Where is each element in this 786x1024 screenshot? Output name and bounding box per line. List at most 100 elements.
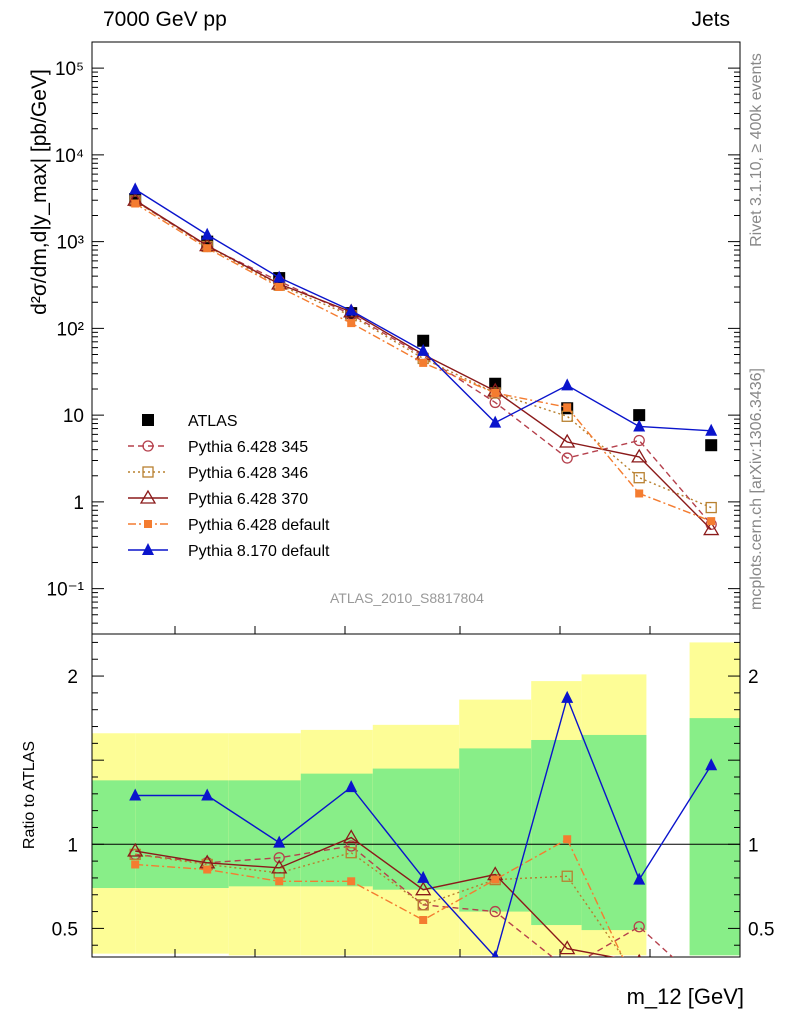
data-point: [273, 270, 286, 283]
ratio-point: [417, 870, 430, 883]
data-point: [635, 489, 644, 498]
ratio-bands: [92, 642, 740, 956]
analysis-watermark: ATLAS_2010_S8817804: [330, 590, 484, 606]
series-line: [134, 188, 712, 432]
ratio-ytick-label-right: 2: [748, 667, 759, 688]
data-point: [417, 334, 430, 347]
ratio-point: [275, 877, 284, 886]
legend-label: Pythia 8.170 default: [188, 543, 330, 560]
ratio-point: [203, 865, 212, 874]
data-point: [345, 303, 358, 316]
ratio-point: [633, 921, 645, 933]
legend-label: Pythia 6.428 346: [188, 465, 308, 482]
y-axis-title: d²σ/dm,d|y_max| [pb/GeV]: [28, 69, 51, 315]
ratio-point: [561, 690, 574, 703]
mcplots-reference-label: mcplots.cern.ch [arXiv:1306.3436]: [748, 368, 765, 610]
ratio-point: [343, 829, 360, 844]
data-point: [419, 358, 428, 367]
ratio-point: [345, 780, 358, 793]
series-line: [134, 202, 712, 522]
ratio-point: [129, 848, 141, 861]
ratio-point: [559, 940, 576, 955]
ratio-series-4: [129, 690, 718, 957]
ratio-ytick-label: 0.5: [52, 919, 78, 940]
ratio-point: [562, 964, 572, 974]
ratio-point: [491, 875, 500, 884]
band-inner-1: [135, 780, 229, 889]
data-point: [561, 378, 574, 391]
ratio-ytick-label: 1: [67, 835, 78, 856]
band-inner-8: [689, 718, 740, 956]
ratio-point: [201, 788, 214, 801]
data-point: [489, 415, 502, 428]
data-point: [347, 319, 356, 328]
ratio-point: [273, 852, 285, 864]
series-5: [129, 182, 718, 436]
data-point: [203, 244, 212, 253]
data-point: [703, 521, 720, 536]
legend-label: Pythia 6.428 345: [188, 439, 308, 456]
ratio-point: [489, 905, 501, 918]
legend-label: Pythia 6.428 370: [188, 491, 308, 508]
legend: ATLAS Pythia 6.428 345 Pythia 6.428 346 Pyt…: [128, 413, 330, 560]
ratio-point: [417, 899, 429, 911]
main-ytick-label: 10⁻¹: [47, 580, 85, 601]
main-ytick-label: 10²: [57, 319, 84, 340]
ratio-series-3: [131, 835, 624, 957]
ratio-frame: [91, 633, 741, 958]
ratio-point: [345, 847, 357, 859]
ratio-series-line: [135, 836, 617, 957]
ratio-point: [419, 915, 428, 924]
band-inner-7: [581, 734, 647, 931]
data-point: [491, 388, 500, 397]
ratio-point: [271, 859, 288, 874]
legend-marker: [142, 440, 154, 452]
band-inner-4: [372, 768, 460, 890]
ratio-point: [345, 840, 357, 852]
ratio-ytick-label: 2: [67, 667, 78, 688]
ratio-series-line: [135, 838, 624, 957]
ratio-point: [633, 872, 646, 885]
data-point: [633, 434, 645, 447]
band-inner-0: [92, 780, 136, 889]
legend-marker: [144, 520, 152, 528]
main-ytick-label: 10³: [57, 233, 84, 254]
data-point: [561, 452, 573, 464]
ratio-point: [347, 877, 356, 886]
ratio-point: [563, 835, 572, 844]
series-4: [131, 199, 716, 526]
legend-marker: [139, 489, 157, 504]
data-point: [131, 199, 140, 208]
legend-marker: [142, 466, 154, 478]
data-point: [563, 403, 572, 412]
ratio-point: [491, 950, 499, 957]
data-point: [705, 501, 717, 514]
data-point: [633, 419, 646, 432]
legend-label: ATLAS: [188, 413, 238, 430]
ratio-point: [129, 788, 142, 801]
data-point: [129, 182, 142, 195]
data-point: [275, 282, 284, 291]
legend-marker: [142, 543, 154, 555]
ratio-series-2: [127, 829, 642, 957]
data-point: [417, 343, 430, 356]
x-axis-title: m_12 [GeV]: [626, 984, 744, 1009]
ratio-ytick-label-right: 0.5: [748, 919, 774, 940]
ratio-point: [705, 758, 718, 771]
process-label: 7000 GeV pp: [103, 8, 227, 31]
band-inner-6: [531, 739, 582, 926]
data-point: [631, 448, 648, 463]
ratio-ytick-label-right: 1: [748, 835, 759, 856]
main-ytick-label: 10⁵: [55, 59, 84, 80]
ratio-point: [415, 881, 432, 896]
ratio-point: [273, 835, 286, 848]
main-ytick-label: 10⁴: [55, 146, 84, 167]
ratio-axis-title: Ratio to ATLAS: [21, 740, 38, 850]
data-point: [705, 439, 718, 452]
ratio-point: [131, 860, 140, 869]
ratio-point: [127, 842, 144, 857]
ratio-point: [561, 870, 573, 882]
band-inner-3: [300, 773, 373, 887]
ratio-series-line: [135, 851, 624, 957]
